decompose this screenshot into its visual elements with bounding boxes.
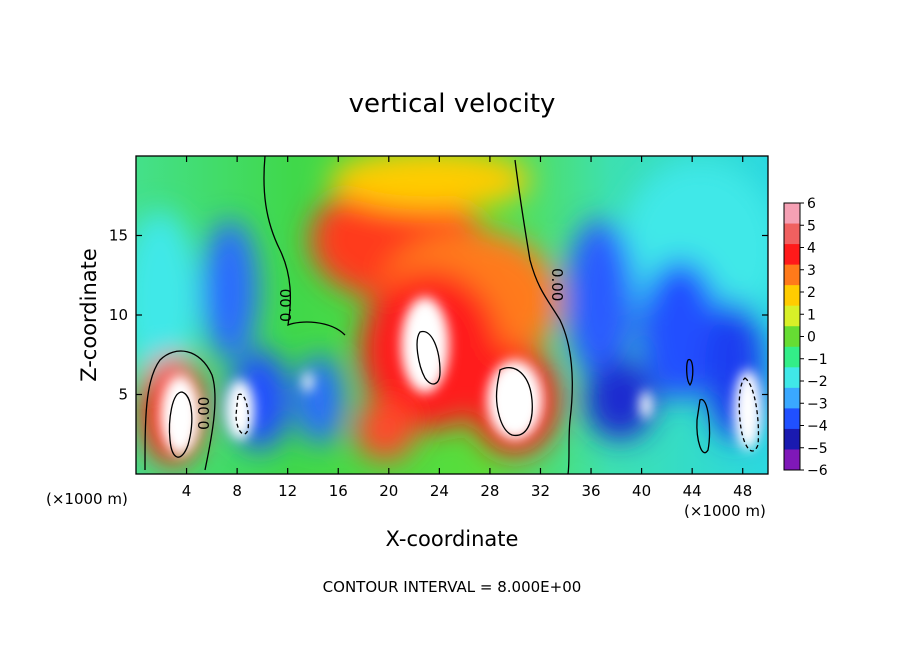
- contour-label: 0.00: [195, 397, 213, 430]
- x-axis-unit-right: (×1000 m): [684, 502, 766, 520]
- contour-label: 0.00: [548, 268, 566, 301]
- x-tick-label: 24: [430, 482, 449, 500]
- colorbar-tick-label: 3: [807, 263, 816, 279]
- colorbar-tick-label: 5: [807, 218, 816, 234]
- x-tick-label: 40: [632, 482, 651, 500]
- colorbar-swatch: [784, 387, 800, 409]
- x-tick-label: 48: [733, 482, 752, 500]
- x-axis-unit-left: (×1000 m): [46, 490, 128, 508]
- colorbar-swatch: [784, 285, 800, 307]
- y-axis-ticks: 5 10 15: [109, 227, 768, 404]
- x-tick-label: 44: [683, 482, 702, 500]
- x-tick-label: 28: [480, 482, 499, 500]
- colorbar-tick-label: 1: [807, 307, 816, 323]
- x-axis-ticks: 4 8 12 16 20 24 28 32 36 40 44 48: [182, 156, 752, 500]
- chart-title: vertical velocity: [349, 89, 556, 119]
- x-tick-label: 4: [182, 482, 192, 500]
- contour-lines: [144, 156, 760, 474]
- heatmap-field: [136, 156, 768, 465]
- y-tick-label: 15: [109, 227, 128, 245]
- y-tick-label: 5: [118, 386, 128, 404]
- white-core-right: [487, 360, 543, 440]
- colorbar-swatch: [784, 326, 800, 348]
- colorbar-swatch: [784, 203, 800, 225]
- heatmap-cores: [160, 297, 762, 455]
- downdraft-mid-low: [296, 355, 344, 445]
- contour-patch-44: [696, 399, 711, 454]
- colorbar-tick-label: −2: [807, 374, 828, 390]
- white-core-left: [160, 375, 200, 455]
- downdraft-left-upper: [202, 220, 258, 360]
- downdraft-right-1: [565, 220, 635, 380]
- colorbar-swatch: [784, 223, 800, 245]
- white-core-center: [401, 297, 449, 393]
- contour-label: 0.00: [277, 289, 295, 322]
- cyan-region-left: [136, 210, 200, 390]
- x-tick-label: 20: [379, 482, 398, 500]
- colorbar-swatch: [784, 449, 800, 471]
- updraft-yellow-fringe: [330, 156, 530, 210]
- colorbar-tick-label: −4: [807, 419, 828, 435]
- colorbar-tick-label: 2: [807, 285, 816, 301]
- white-patch-40: [640, 391, 652, 419]
- x-axis-label: X-coordinate: [386, 527, 519, 551]
- colorbar-tick-label: −3: [807, 396, 828, 412]
- colorbar-swatch: [784, 367, 800, 389]
- white-patch-14: [303, 372, 313, 392]
- downdraft-right-2: [640, 260, 720, 400]
- colorbar-tick-label: −6: [807, 463, 828, 479]
- x-tick-label: 16: [329, 482, 348, 500]
- colorbar: 6 5 4 3 2 1 0 −1 −2 −3 −4 −5 −6: [783, 196, 828, 479]
- white-patch-left: [226, 380, 254, 440]
- y-tick-label: 10: [109, 306, 128, 324]
- updraft-low-left: [355, 400, 415, 460]
- x-tick-label: 36: [581, 482, 600, 500]
- zero-contour-left: [144, 350, 216, 471]
- colorbar-tick-label: 6: [807, 196, 816, 212]
- core-contour-left: [168, 391, 193, 458]
- plot-area: [136, 156, 768, 474]
- colorbar-tick-label: −5: [807, 441, 828, 457]
- colorbar-swatch: [784, 408, 800, 430]
- x-tick-label: 32: [531, 482, 550, 500]
- x-tick-label: 12: [278, 482, 297, 500]
- contour-patch-38: [686, 359, 694, 387]
- core-contour-center: [416, 331, 441, 385]
- x-tick-label: 8: [232, 482, 242, 500]
- colorbar-swatch: [784, 346, 800, 368]
- downdraft-right-4: [585, 360, 655, 440]
- white-patch-right: [734, 370, 762, 450]
- zero-contour-center-left: [263, 156, 346, 336]
- colorbar-swatch: [784, 244, 800, 266]
- colorbar-tick-label: 0: [807, 330, 816, 346]
- dashed-contour-left: [235, 393, 250, 435]
- y-axis-label: Z-coordinate: [77, 248, 101, 382]
- core-contour-right: [495, 367, 533, 437]
- contour-interval: CONTOUR INTERVAL = 8.000E+00: [323, 578, 582, 596]
- colorbar-tick-label: 4: [807, 241, 816, 257]
- zero-contour-right: [514, 159, 573, 474]
- colorbar-swatch: [784, 305, 800, 327]
- colorbar-tick-label: −1: [807, 352, 828, 368]
- colorbar-swatch: [784, 264, 800, 286]
- colorbar-swatch: [784, 428, 800, 450]
